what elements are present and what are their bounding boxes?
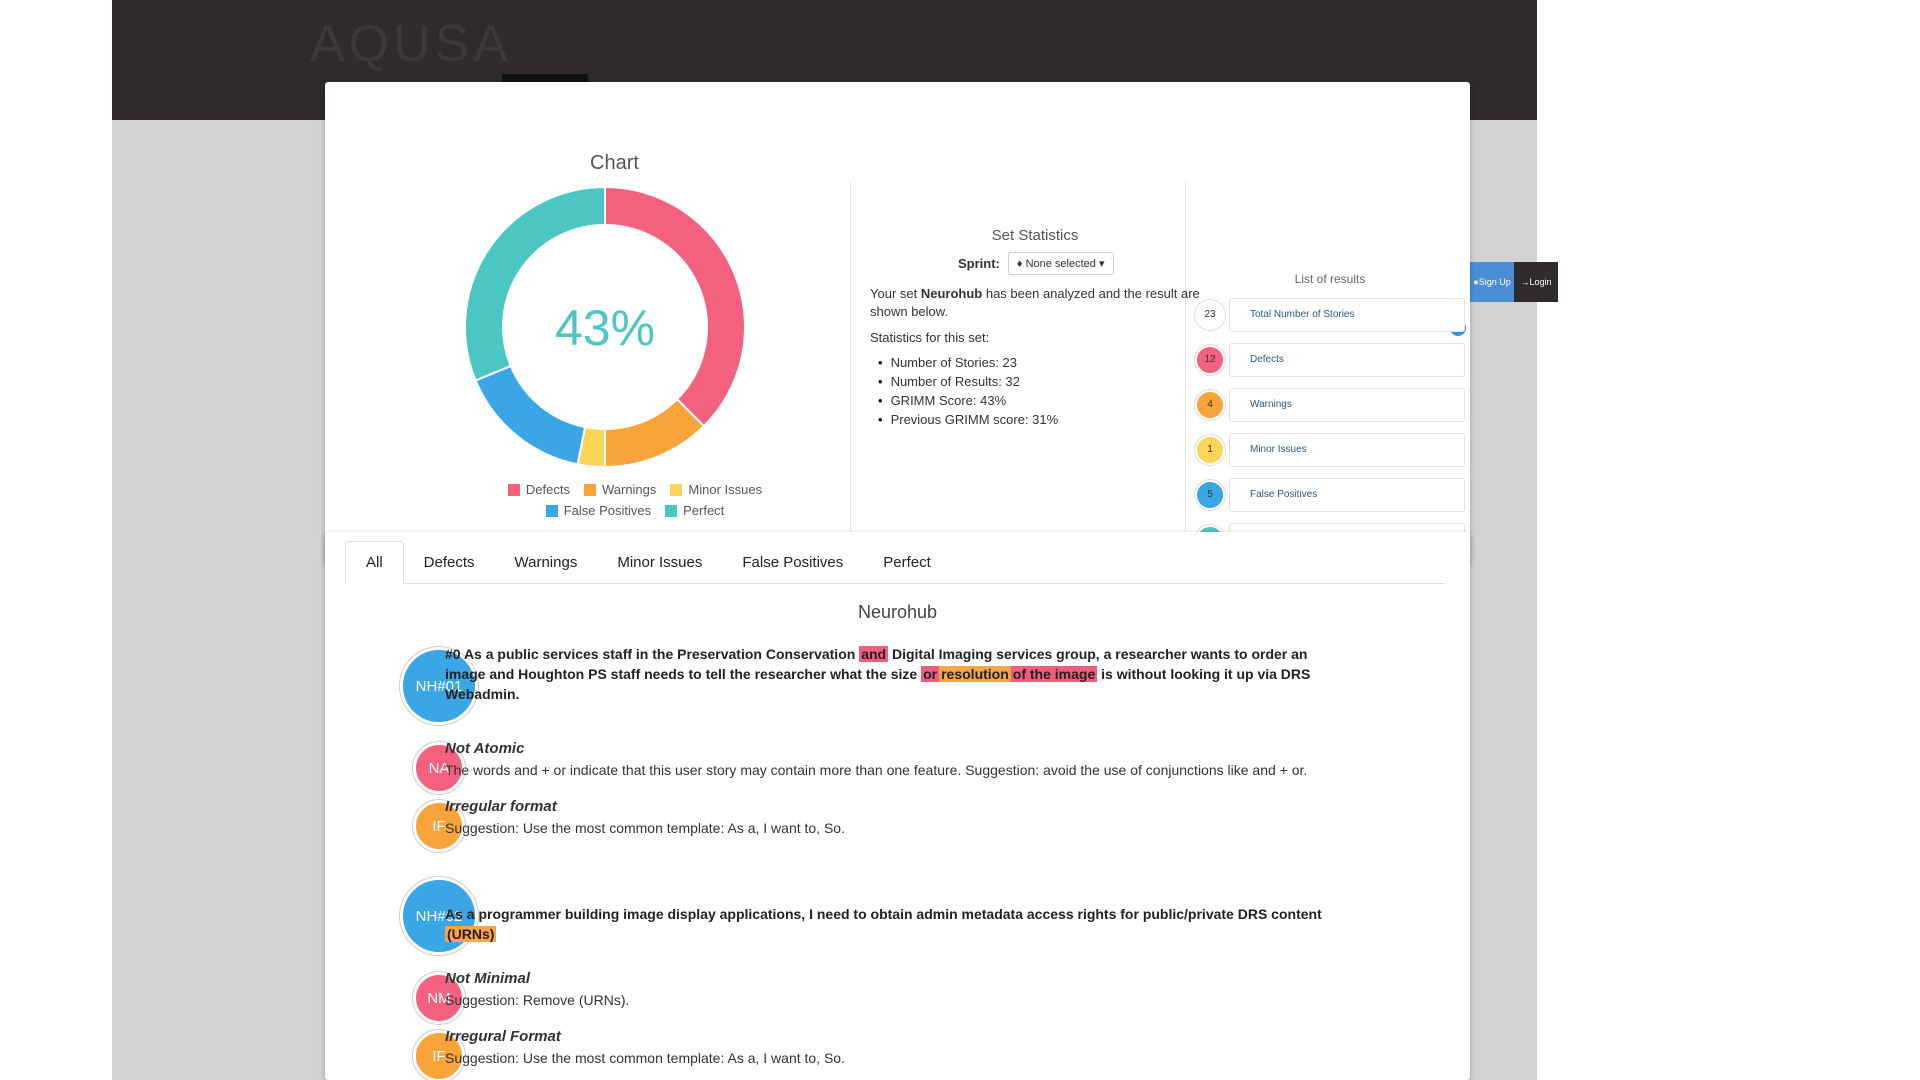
issue-badge[interactable]: NM [413, 972, 465, 1024]
tag-icon: ♦ [1016, 258, 1023, 270]
stat-previous-grimm: Previous GRIMM score: 31% [878, 412, 1200, 427]
result-false-positives[interactable]: 5 False Positives [1195, 474, 1465, 515]
legend-defects[interactable]: Defects [507, 482, 570, 497]
result-total[interactable]: 23 Total Number of Stories [1195, 294, 1465, 335]
tab-warnings[interactable]: Warnings [514, 554, 578, 571]
donut-chart: 43% [464, 185, 746, 469]
login-button[interactable]: → Login [1514, 262, 1558, 302]
chart-title: Chart [590, 152, 639, 174]
issue-title: Not Minimal [445, 970, 530, 987]
results-list: List of results 23 Total Number of Stori… [1195, 272, 1465, 564]
summary-card: Chart 43% Defects Warnings Minor Issues … [325, 82, 1470, 564]
legend-false-positives[interactable]: False Positives [545, 503, 651, 518]
issue-text: Suggestion: Use the most common template… [445, 820, 845, 836]
legend-minor-issues[interactable]: Minor Issues [670, 482, 762, 497]
set-title: Neurohub [857, 602, 938, 622]
result-label: False Positives [1229, 477, 1465, 512]
highlight-conjunction: and [859, 646, 889, 662]
donut-slice-minor-issues[interactable] [576, 425, 606, 469]
result-label: Minor Issues [1229, 432, 1465, 467]
result-minor-issues[interactable]: 1 Minor Issues [1195, 429, 1465, 470]
issue-title: Not Atomic [445, 740, 525, 757]
result-label: Defects [1229, 342, 1465, 377]
stat-grimm: GRIMM Score: 43% [878, 393, 1200, 408]
tab-defects[interactable]: Defects [423, 554, 475, 571]
caret-down-icon: ▾ [1098, 258, 1105, 270]
donut-slice-defects[interactable] [604, 185, 746, 428]
result-tabs: All Defects Warnings Minor Issues False … [345, 532, 1445, 584]
issue-badge[interactable]: NA [413, 742, 465, 794]
tab-all[interactable]: All [345, 541, 404, 584]
brand-logo: AQUSA [310, 15, 513, 73]
highlight-term: resolution [939, 666, 1011, 682]
highlight-conjunction: or [921, 666, 940, 682]
legend-warnings[interactable]: Warnings [583, 482, 656, 497]
tab-false-positives[interactable]: False Positives [742, 554, 844, 571]
highlight-term: (URNs) [445, 926, 497, 942]
donut-slice-false-positives[interactable] [474, 364, 587, 466]
user-icon: ● [1473, 277, 1479, 287]
donut-slice-warnings[interactable] [604, 397, 706, 469]
count-badge: 4 [1195, 389, 1225, 420]
stat-results: Number of Results: 32 [878, 374, 1200, 389]
issue-badge[interactable]: IF [413, 800, 465, 852]
chart-legend: Defects Warnings Minor Issues False Posi… [475, 482, 795, 524]
sprint-label: Sprint: [958, 256, 1000, 271]
tab-minor-issues[interactable]: Minor Issues [617, 554, 703, 571]
stats-list: Number of Stories: 23 Number of Results:… [878, 355, 1200, 427]
issue-text: The words and + or indicate that this us… [445, 762, 1308, 778]
set-statistics: Set Statistics Sprint: ♦ None selected ▾… [870, 227, 1200, 431]
story-text: #0 As a public services staff in the Pre… [445, 646, 1311, 702]
score-label: 43% [555, 300, 655, 356]
count-badge: 1 [1195, 434, 1225, 465]
sprint-dropdown[interactable]: ♦ None selected ▾ [1007, 252, 1114, 275]
issue-title: Irregular format [445, 798, 557, 815]
story-badge[interactable]: NH#02 [400, 877, 478, 955]
results-heading: List of results [1294, 272, 1366, 286]
legend-perfect[interactable]: Perfect [665, 503, 724, 518]
tab-perfect[interactable]: Perfect [883, 554, 931, 571]
stats-subheading: Statistics for this set: [870, 330, 990, 345]
stat-stories: Number of Stories: 23 [878, 355, 1200, 370]
issue-badge[interactable]: IF [413, 1030, 465, 1080]
sign-up-button[interactable]: ● Sign Up [1470, 262, 1514, 302]
issue-text: Suggestion: Use the most common template… [445, 1050, 845, 1066]
column-divider [1185, 182, 1186, 564]
result-label: Warnings [1229, 387, 1465, 422]
result-warnings[interactable]: 4 Warnings [1195, 384, 1465, 425]
issue-text: Suggestion: Remove (URNs). [445, 992, 630, 1008]
stats-heading: Set Statistics [991, 227, 1079, 244]
highlight-term: of the image [1010, 666, 1098, 682]
login-icon: → [1520, 277, 1530, 287]
column-divider [850, 182, 851, 564]
count-badge: 12 [1195, 344, 1225, 375]
issue-title: Irregural Format [445, 1028, 561, 1045]
count-badge: 5 [1195, 479, 1225, 510]
count-badge: 23 [1195, 299, 1225, 330]
story-text: As a programmer building image display a… [445, 906, 1322, 942]
story-badge[interactable]: NH#01 [400, 647, 478, 725]
stories-card: All Defects Warnings Minor Issues False … [325, 532, 1470, 1080]
result-defects[interactable]: 12 Defects [1195, 339, 1465, 380]
result-label: Total Number of Stories [1229, 297, 1465, 332]
stats-intro: Your set Neurohub has been analyzed and … [870, 286, 1200, 319]
